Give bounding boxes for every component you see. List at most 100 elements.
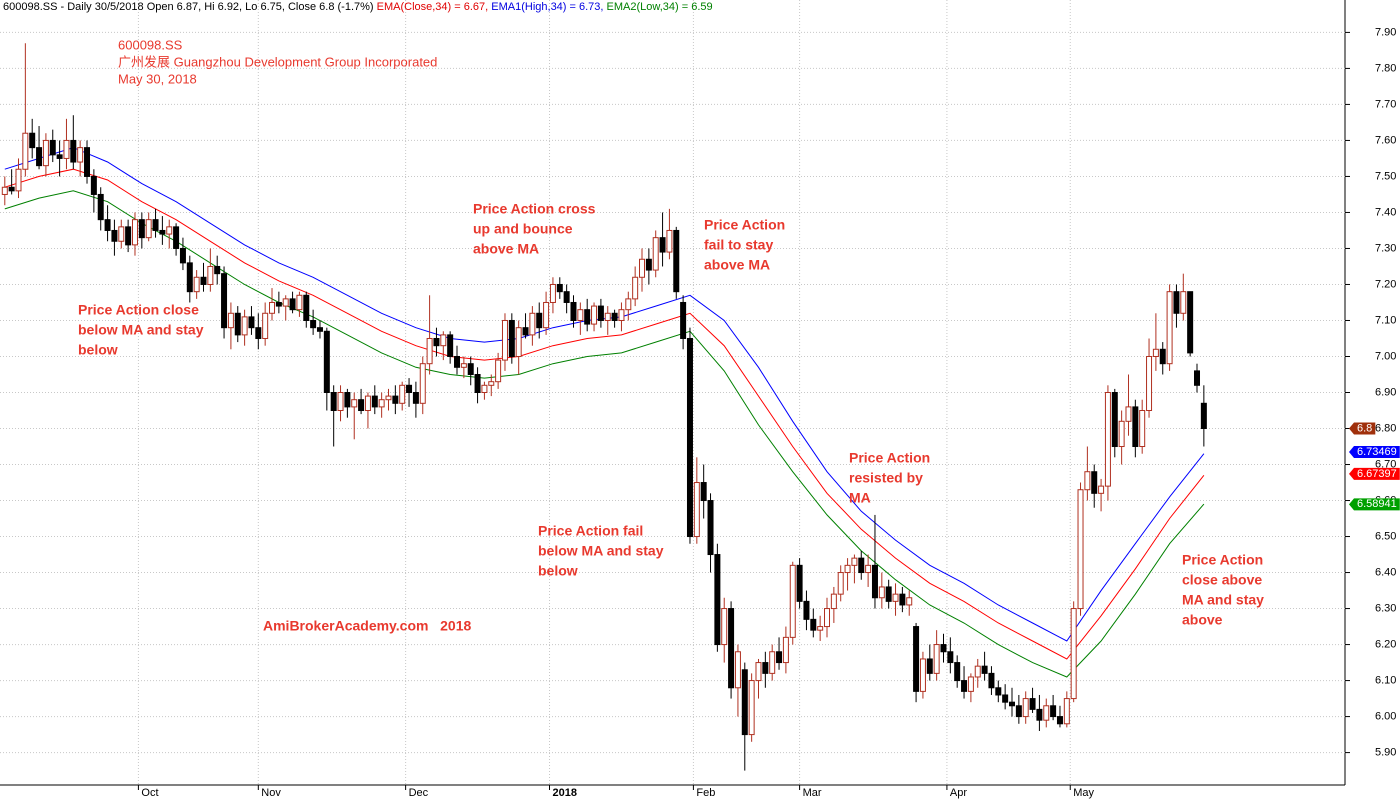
y-tick-label: 7.10 bbox=[1375, 314, 1396, 326]
candle-body bbox=[22, 132, 29, 170]
candle-body bbox=[707, 500, 714, 556]
candle-body bbox=[454, 355, 461, 368]
candle-body bbox=[748, 680, 755, 736]
price-tag-label: 6.67397 bbox=[1357, 468, 1397, 480]
candle-body bbox=[1139, 410, 1146, 448]
candle-body bbox=[193, 276, 200, 293]
y-tick-label: 7.60 bbox=[1375, 134, 1396, 146]
candle-body bbox=[440, 334, 447, 347]
candle-body bbox=[125, 226, 132, 246]
annotation: close above bbox=[1182, 572, 1262, 588]
candle-body bbox=[741, 669, 748, 736]
y-tick-label: 6.10 bbox=[1375, 674, 1396, 686]
candle-body bbox=[447, 334, 454, 357]
annotation: above MA bbox=[704, 257, 770, 273]
candle-body bbox=[974, 665, 981, 678]
annotation: above MA bbox=[473, 241, 539, 257]
candle-body bbox=[700, 482, 707, 502]
candle-body bbox=[460, 363, 467, 368]
candle-body bbox=[269, 301, 276, 314]
candle-body bbox=[536, 312, 543, 329]
candle-body bbox=[673, 229, 680, 293]
candle-body bbox=[303, 294, 310, 321]
candle-body bbox=[1111, 392, 1118, 448]
candle-body bbox=[275, 301, 282, 307]
header-item: EMA1(High,34) = 6.73, bbox=[491, 1, 606, 13]
header-item: EMA2(Low,34) = 6.59 bbox=[607, 1, 713, 13]
candle-body bbox=[851, 557, 858, 566]
candle-body bbox=[1091, 471, 1098, 494]
candle-body bbox=[378, 399, 385, 408]
y-tick-label: 7.30 bbox=[1375, 242, 1396, 254]
candle-body bbox=[385, 395, 392, 401]
candle-body bbox=[501, 319, 508, 361]
candle-body bbox=[913, 626, 920, 692]
candle-body bbox=[1070, 608, 1077, 700]
candle-body bbox=[584, 309, 591, 325]
annotation: Price Action bbox=[1182, 552, 1263, 568]
candle-body bbox=[611, 312, 618, 321]
candle-body bbox=[433, 337, 440, 347]
candle-body bbox=[892, 593, 899, 602]
y-tick-label: 7.90 bbox=[1375, 26, 1396, 38]
candle-body bbox=[186, 262, 193, 293]
annotation: resisted by bbox=[849, 470, 923, 486]
annotation: up and bounce bbox=[473, 221, 573, 237]
price-tag-box bbox=[1349, 446, 1400, 459]
x-tick-label: Dec bbox=[409, 787, 429, 799]
candle-body bbox=[351, 399, 358, 408]
candles bbox=[1, 43, 1207, 771]
candle-body bbox=[84, 147, 91, 177]
y-tick-label: 6.00 bbox=[1375, 710, 1396, 722]
candle-body bbox=[858, 557, 865, 574]
candle-body bbox=[515, 327, 522, 357]
candle-body bbox=[817, 626, 824, 631]
candle-body bbox=[1, 186, 8, 195]
candle-body bbox=[899, 593, 906, 606]
candle-body bbox=[63, 139, 70, 159]
candle-body bbox=[871, 564, 878, 599]
candle-body bbox=[1002, 694, 1009, 703]
annotation: below bbox=[78, 342, 118, 358]
candle-body bbox=[97, 193, 104, 221]
price-tag-label: 6.8 bbox=[1357, 422, 1372, 434]
y-tick-label: 6.50 bbox=[1375, 530, 1396, 542]
chart-title: 600098.SS bbox=[118, 37, 183, 52]
candle-body bbox=[200, 276, 207, 285]
candle-body bbox=[666, 229, 673, 253]
candle-body bbox=[426, 337, 433, 365]
candle-body bbox=[1029, 698, 1036, 710]
candle-body bbox=[323, 330, 330, 393]
annotation: Price Action cross bbox=[473, 201, 596, 217]
candle-body bbox=[830, 593, 837, 610]
header-item: EMA(Close,34) = 6.67, bbox=[377, 1, 492, 13]
candle-body bbox=[604, 312, 611, 321]
candle-body bbox=[940, 644, 947, 653]
y-tick-label: 7.20 bbox=[1375, 278, 1396, 290]
candle-body bbox=[406, 384, 413, 393]
candle-body bbox=[364, 395, 371, 412]
candle-body bbox=[1200, 402, 1207, 430]
candle-body bbox=[1146, 355, 1153, 412]
candle-body bbox=[1056, 716, 1063, 725]
candle-body bbox=[926, 658, 933, 674]
candle-body bbox=[878, 586, 885, 599]
y-tick-label: 6.80 bbox=[1375, 422, 1396, 434]
header-item: 600098.SS - Daily 30/5/2018 Open 6.87, H… bbox=[3, 1, 377, 13]
candle-body bbox=[392, 395, 399, 404]
y-tick-label: 6.20 bbox=[1375, 638, 1396, 650]
candle-body bbox=[330, 392, 337, 412]
candle-body bbox=[1194, 370, 1201, 386]
candle-body bbox=[618, 309, 625, 321]
annotation: below MA and stay bbox=[78, 322, 204, 338]
candle-body bbox=[981, 665, 988, 674]
candle-body bbox=[693, 482, 700, 538]
candle-body bbox=[865, 564, 872, 574]
candle-body bbox=[906, 597, 913, 606]
candle-body bbox=[1077, 489, 1084, 610]
chart-title: 广州发展 Guangzhou Development Group Incorpo… bbox=[118, 54, 437, 69]
candle-body bbox=[810, 618, 817, 631]
candle-body bbox=[111, 229, 118, 242]
